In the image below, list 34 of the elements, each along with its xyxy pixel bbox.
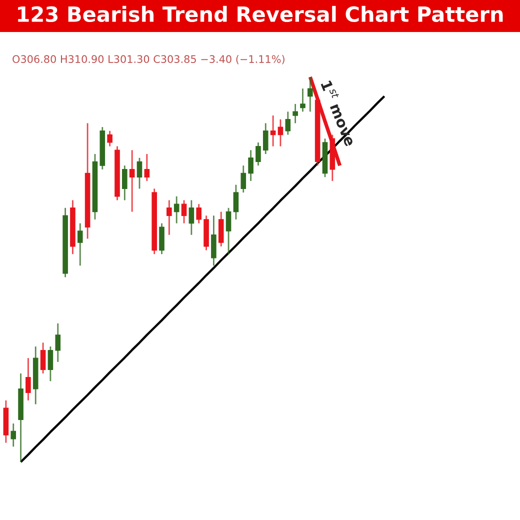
candlestick: [122, 164, 128, 201]
candlestick: [285, 110, 291, 136]
candlestick: [55, 322, 61, 363]
candlestick: [40, 342, 46, 374]
text: O306.80 H310.90 L301.30 C303.85 −3.40 (−1.11%): [12, 54, 284, 64]
candlestick: [262, 122, 268, 155]
candlestick: [270, 114, 276, 147]
candlestick: [10, 422, 16, 448]
candlestick: [48, 346, 54, 382]
candlestick: [308, 76, 313, 112]
candlestick: [278, 118, 284, 147]
candlestick: [26, 357, 31, 402]
candlestick: [226, 207, 232, 255]
candlestick: [240, 164, 246, 194]
annotation: 1$^{st}$ move: [320, 79, 358, 147]
candlestick: [196, 203, 202, 224]
candlestick: [159, 222, 164, 255]
candlestick: [188, 200, 194, 236]
candlestick: [233, 184, 239, 220]
candlestick: [218, 211, 224, 248]
candlestick: [300, 88, 306, 112]
candlestick: [292, 103, 298, 124]
candlestick: [256, 142, 261, 166]
candlestick: [129, 149, 135, 212]
candlestick: [181, 200, 187, 224]
candlestick: [136, 157, 142, 190]
candlestick: [166, 200, 172, 236]
candlestick: [174, 196, 180, 224]
candlestick: [144, 153, 150, 182]
candlestick: [248, 149, 254, 182]
chart-title: 123 Bearish Trend Reversal Chart Pattern: [18, 6, 503, 22]
candlestick: [211, 214, 216, 266]
candlestick: [107, 130, 112, 147]
candlestick: [77, 222, 83, 266]
